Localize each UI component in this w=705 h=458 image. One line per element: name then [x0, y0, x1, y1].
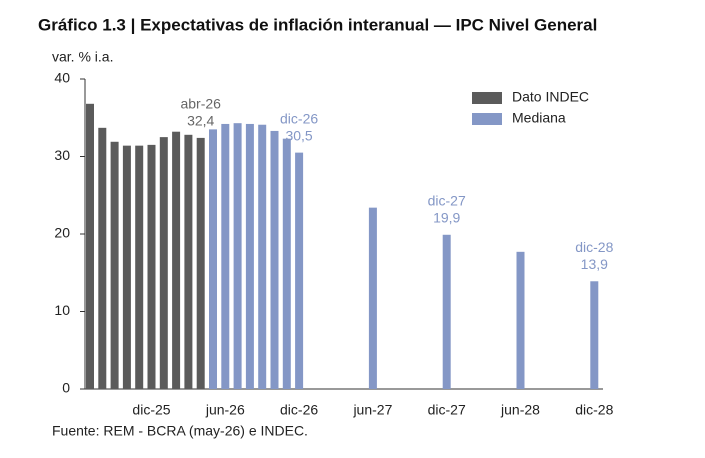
- annotation: dic-27: [428, 192, 466, 208]
- bar: [196, 137, 205, 389]
- bar: [159, 137, 168, 389]
- x-tick-label: dic-28: [575, 402, 613, 418]
- x-tick-label: dic-25: [132, 402, 170, 418]
- bar: [184, 134, 193, 389]
- chart-title: Gráfico 1.3 | Expectativas de inflación …: [38, 15, 597, 34]
- x-tick-label: jun-27: [352, 402, 392, 418]
- x-tick-label: dic-27: [428, 402, 466, 418]
- bar: [209, 129, 217, 389]
- bar: [110, 141, 119, 389]
- bar: [172, 131, 181, 389]
- x-tick-label: jun-26: [205, 402, 245, 418]
- x-tick-label: dic-26: [280, 402, 318, 418]
- y-tick-label: 20: [54, 225, 70, 241]
- bar: [122, 145, 131, 389]
- y-axis-label: var. % i.a.: [52, 49, 113, 65]
- bar: [442, 234, 451, 389]
- legend-label: Dato INDEC: [512, 89, 589, 105]
- bar: [135, 145, 144, 389]
- value-label: 13,9: [581, 256, 608, 272]
- source: Fuente: REM - BCRA (may-26) e INDEC.: [52, 423, 308, 439]
- annotation: dic-28: [575, 239, 613, 255]
- legend-label: Mediana: [512, 110, 566, 126]
- bar: [270, 130, 279, 390]
- bar: [245, 123, 254, 389]
- y-tick-label: 10: [54, 302, 70, 318]
- bar: [233, 123, 242, 390]
- value-label: 19,9: [433, 209, 460, 225]
- bar: [368, 207, 377, 389]
- annotation: abr-26: [180, 96, 221, 112]
- value-label: 32,4: [187, 113, 214, 129]
- bar: [516, 251, 525, 389]
- bar: [147, 144, 156, 389]
- x-tick-label: jun-28: [500, 402, 540, 418]
- y-tick-label: 0: [62, 380, 70, 396]
- value-label: 30,5: [285, 127, 312, 143]
- bar: [258, 124, 267, 389]
- bar: [98, 127, 107, 389]
- bar: [295, 152, 304, 389]
- bar: [86, 103, 94, 390]
- bar: [282, 138, 291, 389]
- annotation: dic-26: [280, 110, 318, 126]
- bar: [590, 281, 599, 389]
- legend-swatch: [472, 92, 502, 104]
- legend-swatch: [472, 113, 502, 125]
- y-tick-label: 30: [54, 147, 70, 163]
- y-tick-label: 40: [54, 70, 70, 86]
- bar: [221, 123, 230, 389]
